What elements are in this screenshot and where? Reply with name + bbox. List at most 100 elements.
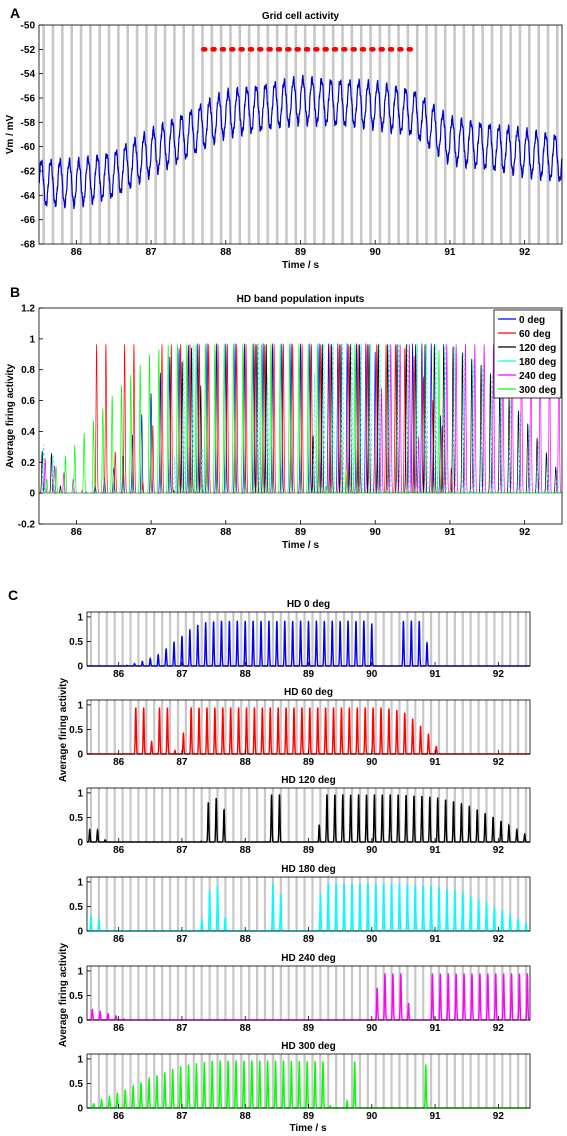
panel-c-sub1-theta-band — [390, 700, 393, 754]
panel-c-sub0-xtick-label: 87 — [176, 669, 188, 680]
panel-c-sub0-theta-band — [422, 612, 425, 666]
panel-c-sub2-plot-area — [87, 788, 530, 842]
panel-b-xtick-label: 87 — [146, 527, 158, 538]
panel-c-sub5-theta-band — [184, 1054, 187, 1108]
panel-c-sub5-xtick-label: 90 — [366, 1111, 378, 1122]
panel-c-sub4-theta-band — [350, 966, 354, 1020]
panel-c-sub1-theta-band — [303, 700, 306, 754]
panel-c-sub1-title: HD 60 deg — [284, 687, 333, 698]
panel-a-theta-band — [341, 25, 344, 244]
panel-c-sub4-theta-band — [422, 966, 425, 1020]
panel-b-ytick-label: 1.2 — [21, 304, 35, 315]
panel-c-sub5-theta-band — [414, 1054, 417, 1108]
legend-entry: 180 deg — [519, 357, 556, 368]
panel-c-sub4-theta-band — [445, 966, 449, 1020]
panel-c-sub5-theta-band — [255, 1054, 259, 1108]
panel-b-ytick-label: 0.6 — [21, 396, 35, 407]
panel-c-sub2-theta-band — [208, 788, 211, 842]
panel-a-ytick-label: -54 — [21, 69, 36, 80]
panel-c-sub5-theta-band — [342, 1054, 346, 1108]
panel-a-theta-band — [481, 25, 484, 244]
panel-c-sub2-theta-band — [453, 788, 456, 842]
panel-c-sub0-theta-band — [445, 612, 449, 666]
panel-c-sub2-theta-band — [200, 788, 203, 842]
spike-marker — [212, 46, 217, 52]
panel-c-sub2-theta-band — [524, 788, 528, 842]
panel-c-sub1-theta-band — [445, 700, 449, 754]
panel-c-sub3-xtick-label: 90 — [366, 934, 378, 945]
panel-c-sub4-theta-band — [248, 966, 251, 1020]
panel-c-sub3-theta-band — [287, 877, 290, 931]
panel-a-theta-band — [257, 25, 260, 244]
panel-a-theta-band — [387, 25, 391, 244]
panel-c-sub1-theta-band — [208, 700, 211, 754]
panel-c-sub0-theta-band — [398, 612, 401, 666]
panel-b-title: HD band population inputs — [237, 294, 365, 305]
panel-c-sub4-xtick-label: 86 — [113, 1023, 125, 1034]
spike-marker — [277, 46, 283, 52]
panel-c-sub2-theta-band — [240, 788, 243, 842]
panel-c-sub1-theta-band — [461, 700, 464, 754]
panel-c-sub5-theta-band — [105, 1054, 108, 1108]
panel-c-sub0-xtick-label: 90 — [366, 669, 378, 680]
panel-c-sub4-theta-band — [279, 966, 282, 1020]
panel-c-sub2-title: HD 120 deg — [281, 775, 335, 786]
panel-c-sub3-theta-band — [263, 877, 267, 931]
panel-a-theta-band — [537, 25, 540, 244]
panel-c-sub5-ytick-label: 0 — [77, 1104, 83, 1115]
panel-c-sub4-theta-band — [240, 966, 243, 1020]
panel-b-ytick-label: 0.4 — [21, 427, 35, 438]
panel-c-sub3-theta-band — [137, 877, 140, 931]
panel-b-xtick-label: 92 — [519, 527, 531, 538]
panel-c-sub0-theta-band — [279, 612, 282, 666]
panel-a-theta-band — [51, 25, 55, 244]
panel-c-sub5-theta-band — [271, 1054, 275, 1108]
panel-c-sub3-theta-band — [105, 877, 108, 931]
panel-c-sub0-theta-band — [461, 612, 464, 666]
panel-c-sub1-theta-band — [192, 700, 195, 754]
panel-c-sub3-theta-band — [517, 877, 520, 931]
panel-c-sub1-theta-band — [224, 700, 227, 754]
panel-c-sub3-theta-band — [89, 877, 93, 931]
panel-c-sub1-ytick-label: 1 — [77, 700, 83, 711]
panel-c-sub4-theta-band — [437, 966, 441, 1020]
panel-c-sub0-theta-band — [350, 612, 354, 666]
panel-c-sub4-title: HD 240 deg — [281, 953, 335, 964]
panel-c-sub5-theta-band — [469, 1054, 472, 1108]
panel-c-sub5-theta-band — [335, 1054, 338, 1108]
panel-c-sub0-xtick-label: 92 — [493, 669, 505, 680]
panel-b-xtick-label: 90 — [370, 527, 382, 538]
panel-c-sub2-theta-band — [437, 788, 441, 842]
panel-c-sub0-theta-band — [161, 612, 164, 666]
panel-a-xtick-label: 92 — [519, 247, 531, 258]
panel-c-sub5-theta-band — [303, 1054, 306, 1108]
panel-c-sub5-theta-band — [129, 1054, 132, 1108]
panel-c-ylabel-2: Average firing activity — [58, 943, 69, 1048]
panel-c-sub2-axes — [87, 788, 530, 842]
panel-c-sub2-theta-band — [311, 788, 314, 842]
panel-a-theta-band — [359, 25, 363, 244]
panel-c-sub3-theta-band — [121, 877, 124, 931]
panel-c-sub0-theta-band — [168, 612, 172, 666]
panel-c-sub0-theta-band — [121, 612, 124, 666]
panel-label-a: A — [10, 5, 20, 21]
panel-c-sub5-theta-band — [445, 1054, 449, 1108]
panel-c-sub4-theta-band — [303, 966, 306, 1020]
panel-c-sub5-theta-band — [390, 1054, 393, 1108]
panel-b-ytick-label: 0.8 — [21, 365, 35, 376]
panel-c-sub4-theta-band — [113, 966, 116, 1020]
panel-c-sub3-theta-band — [509, 877, 512, 931]
panel-c-sub0-theta-band — [192, 612, 195, 666]
panel-c-sub4-theta-band — [200, 966, 203, 1020]
panel-c-sub2-theta-band — [161, 788, 164, 842]
panel-c-sub3-ytick-label: 1 — [77, 877, 83, 888]
panel-c-sub4-xtick-label: 89 — [303, 1023, 315, 1034]
panel-c-sub2-theta-band — [137, 788, 140, 842]
panel-c-sub5-xtick-label: 92 — [493, 1111, 505, 1122]
panel-c-sub4-theta-band — [129, 966, 132, 1020]
panel-a-theta-band — [70, 25, 73, 244]
panel-c-sub1-theta-band — [263, 700, 267, 754]
panel-c-sub2-theta-bands — [89, 788, 528, 842]
panel-c-sub0-theta-band — [145, 612, 148, 666]
panel-c-sub1-theta-band — [271, 700, 275, 754]
